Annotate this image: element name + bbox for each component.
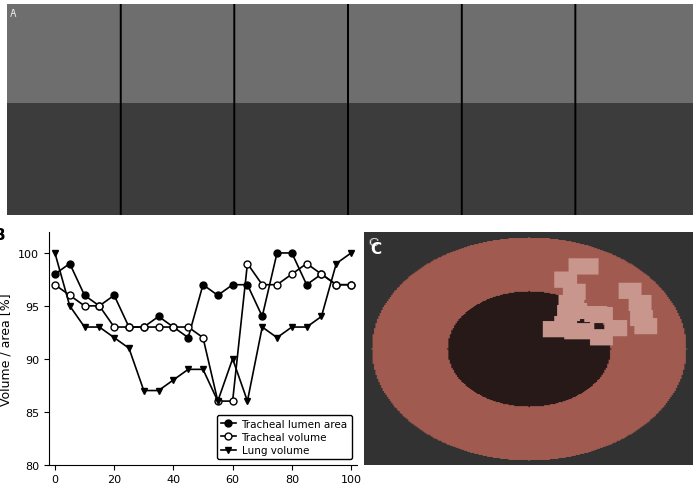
Lung volume xyxy=(332,261,340,267)
Tracheal lumen area xyxy=(347,282,356,288)
Tracheal volume xyxy=(199,335,207,341)
Tracheal lumen area xyxy=(243,282,251,288)
Lung volume xyxy=(66,303,74,309)
Tracheal lumen area xyxy=(125,324,133,330)
Tracheal volume xyxy=(80,303,89,309)
Tracheal lumen area xyxy=(66,261,74,267)
Lung volume xyxy=(139,388,148,393)
Tracheal lumen area xyxy=(288,251,296,257)
Text: C: C xyxy=(370,242,382,257)
Tracheal volume xyxy=(95,303,104,309)
Tracheal lumen area xyxy=(228,282,237,288)
Text: B: B xyxy=(0,227,5,242)
Lung volume xyxy=(125,346,133,351)
Tracheal volume xyxy=(302,261,311,267)
Tracheal lumen area xyxy=(214,293,222,299)
Lung volume xyxy=(199,367,207,373)
Tracheal lumen area xyxy=(332,282,340,288)
Tracheal lumen area xyxy=(50,272,59,277)
Tracheal volume xyxy=(332,282,340,288)
Lung volume xyxy=(302,324,311,330)
Lung volume xyxy=(80,324,89,330)
Tracheal volume xyxy=(125,324,133,330)
Line: Lung volume: Lung volume xyxy=(52,250,354,405)
Tracheal lumen area xyxy=(302,282,311,288)
Tracheal volume xyxy=(50,282,59,288)
Tracheal lumen area xyxy=(317,272,326,277)
Tracheal volume xyxy=(139,324,148,330)
Tracheal volume xyxy=(317,272,326,277)
Tracheal volume xyxy=(169,324,178,330)
Lung volume xyxy=(155,388,163,393)
Lung volume xyxy=(347,251,356,257)
Tracheal volume xyxy=(347,282,356,288)
Tracheal lumen area xyxy=(155,314,163,320)
Legend: Tracheal lumen area, Tracheal volume, Lung volume: Tracheal lumen area, Tracheal volume, Lu… xyxy=(216,415,352,459)
Y-axis label: Volume / area [%]: Volume / area [%] xyxy=(0,292,13,405)
Tracheal volume xyxy=(288,272,296,277)
Lung volume xyxy=(214,398,222,404)
Tracheal volume xyxy=(214,398,222,404)
Lung volume xyxy=(273,335,281,341)
Tracheal lumen area xyxy=(169,324,178,330)
Lung volume xyxy=(228,356,237,362)
Tracheal volume xyxy=(273,282,281,288)
Tracheal volume xyxy=(258,282,267,288)
Tracheal lumen area xyxy=(273,251,281,257)
Lung volume xyxy=(95,324,104,330)
Tracheal lumen area xyxy=(95,303,104,309)
Lung volume xyxy=(110,335,118,341)
Tracheal volume xyxy=(66,293,74,299)
Tracheal lumen area xyxy=(184,335,192,341)
Lung volume xyxy=(169,377,178,383)
Lung volume xyxy=(50,251,59,257)
Tracheal lumen area xyxy=(139,324,148,330)
Tracheal lumen area xyxy=(110,293,118,299)
Tracheal lumen area xyxy=(258,314,267,320)
Lung volume xyxy=(317,314,326,320)
Tracheal volume xyxy=(110,324,118,330)
Tracheal volume xyxy=(155,324,163,330)
Lung volume xyxy=(288,324,296,330)
Line: Tracheal volume: Tracheal volume xyxy=(52,260,354,405)
Lung volume xyxy=(184,367,192,373)
Tracheal volume xyxy=(184,324,192,330)
Tracheal lumen area xyxy=(199,282,207,288)
Tracheal lumen area xyxy=(80,293,89,299)
Tracheal volume xyxy=(228,398,237,404)
Lung volume xyxy=(258,324,267,330)
Line: Tracheal lumen area: Tracheal lumen area xyxy=(52,250,354,341)
Lung volume xyxy=(243,398,251,404)
Tracheal volume xyxy=(243,261,251,267)
